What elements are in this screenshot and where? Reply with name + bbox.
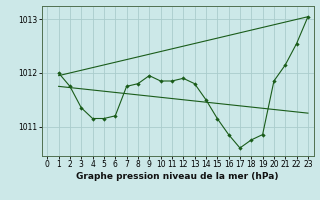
X-axis label: Graphe pression niveau de la mer (hPa): Graphe pression niveau de la mer (hPa)	[76, 172, 279, 181]
